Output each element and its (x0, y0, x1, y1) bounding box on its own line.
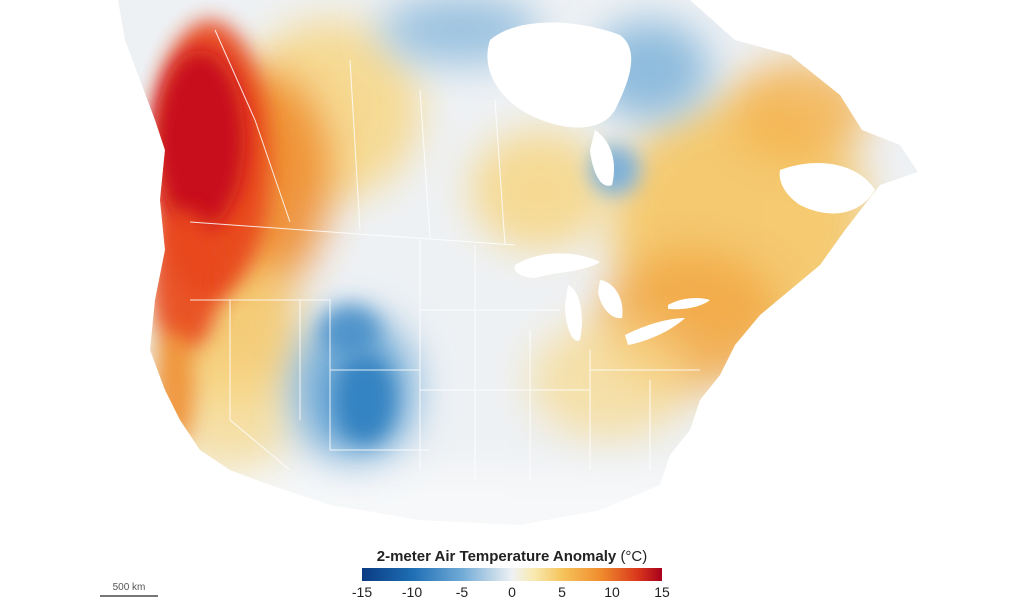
legend-tick: 0 (508, 584, 516, 600)
political-boundaries (189, 29, 700, 480)
us-canada-border (189, 221, 516, 246)
scale-bar: 500 km (100, 582, 158, 597)
lake-huron (598, 280, 623, 319)
warm-ohio-valley (530, 320, 690, 440)
legend-unit: (°C) (620, 548, 648, 565)
state-line-12 (229, 300, 291, 471)
legend-tick: -10 (401, 584, 423, 600)
hot-coastal-california (155, 330, 195, 450)
legend-title: 2-meter Air Temperature Anomaly (°C) (362, 548, 662, 565)
scale-bar-label: 500 km (112, 582, 146, 593)
legend-ticks: -15 -10 -5 0 5 10 15 (352, 584, 670, 602)
lake-superior (514, 253, 600, 278)
warm-ontario (470, 130, 610, 250)
hudson-bay (487, 22, 632, 128)
gulf-of-st-lawrence (779, 162, 875, 214)
alberta-sask-border (349, 59, 361, 231)
legend-tick: -15 (351, 584, 373, 600)
bc-alberta-border (214, 29, 291, 223)
legend-tick: 10 (604, 584, 620, 600)
scale-bar-line (100, 595, 158, 597)
cold-wyoming (320, 305, 380, 355)
lake-erie (625, 318, 685, 345)
legend-tick: -5 (455, 584, 469, 600)
state-line-3 (329, 370, 430, 451)
lake-ontario (668, 297, 710, 310)
water-bodies (487, 22, 875, 345)
legend: 2-meter Air Temperature Anomaly (°C) -15… (352, 548, 670, 606)
legend-title-text: 2-meter Air Temperature Anomaly (376, 548, 617, 565)
warm-labrador (730, 60, 870, 160)
cold-colorado-core (335, 355, 395, 445)
hot-core-bc (155, 50, 245, 230)
hot-coastal-oregon (150, 210, 220, 350)
legend-tick: 15 (654, 584, 670, 600)
legend-color-bar (362, 568, 662, 581)
manitoba-ontario-border (494, 99, 506, 246)
james-bay (590, 130, 615, 186)
sask-manitoba-border (419, 89, 431, 239)
state-line-2 (300, 299, 420, 371)
lake-michigan (565, 285, 582, 341)
legend-tick: 5 (558, 584, 566, 600)
